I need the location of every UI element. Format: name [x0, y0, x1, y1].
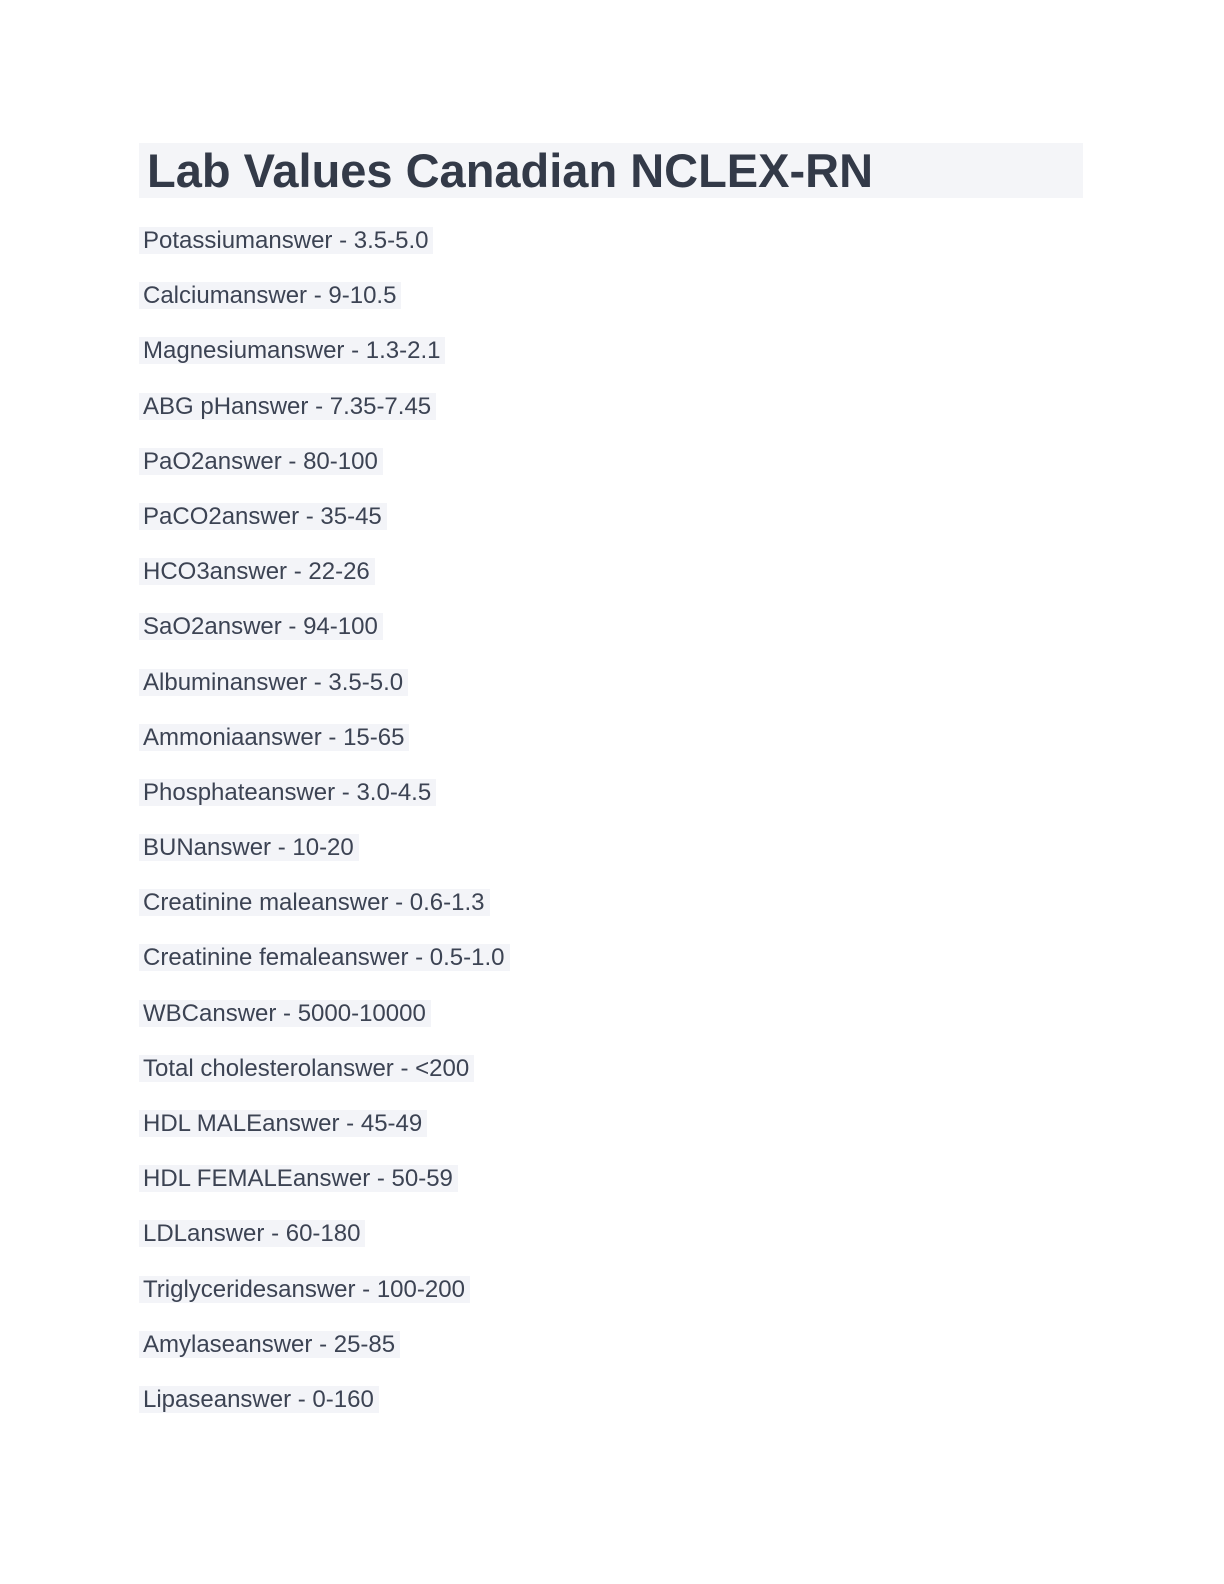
lab-line: Lipaseanswer - 0-160	[139, 1383, 1083, 1417]
lab-line-text: HDL FEMALEanswer - 50-59	[139, 1165, 458, 1193]
lab-line-text: Lipaseanswer - 0-160	[139, 1385, 379, 1413]
lab-line-text: HCO3answer - 22-26	[139, 558, 375, 586]
lab-values-list: Potassiumanswer - 3.5-5.0 Calciumanswer -…	[139, 224, 1083, 1417]
lab-line: Potassiumanswer - 3.5-5.0	[139, 224, 1083, 258]
lab-line-text: Magnesiumanswer - 1.3-2.1	[139, 337, 446, 365]
lab-line: Ammoniaanswer - 15-65	[139, 721, 1083, 755]
lab-line: LDLanswer - 60-180	[139, 1217, 1083, 1251]
lab-line: BUNanswer - 10-20	[139, 831, 1083, 865]
lab-line: Calciumanswer - 9-10.5	[139, 279, 1083, 313]
lab-line-text: PaCO2answer - 35-45	[139, 502, 387, 530]
lab-line-text: Creatinine maleanswer - 0.6-1.3	[139, 889, 490, 917]
lab-line: WBCanswer - 5000-10000	[139, 997, 1083, 1031]
lab-line: PaCO2answer - 35-45	[139, 500, 1083, 534]
lab-line-text: SaO2answer - 94-100	[139, 613, 383, 641]
lab-line-text: HDL MALEanswer - 45-49	[139, 1110, 428, 1137]
lab-line: Creatinine maleanswer - 0.6-1.3	[139, 886, 1083, 920]
lab-line: PaO2answer - 80-100	[139, 445, 1083, 479]
document-content: Lab Values Canadian NCLEX-RN Potassiuman…	[139, 143, 1083, 1417]
lab-line-text: WBCanswer - 5000-10000	[139, 999, 431, 1027]
lab-line-text: LDLanswer - 60-180	[139, 1220, 366, 1248]
lab-line-text: Amylaseanswer - 25-85	[139, 1330, 401, 1358]
lab-line-text: Total cholesterolanswer - <200	[139, 1054, 475, 1082]
lab-line-text: Calciumanswer - 9-10.5	[139, 282, 402, 310]
lab-line: ABG pHanswer - 7.35-7.45	[139, 390, 1083, 424]
lab-line-text: ABG pHanswer - 7.35-7.45	[139, 392, 437, 420]
lab-line-text: Ammoniaanswer - 15-65	[139, 723, 410, 751]
lab-line-text: PaO2answer - 80-100	[139, 447, 383, 475]
lab-line-text: Triglyceridesanswer - 100-200	[139, 1275, 470, 1303]
lab-line: Triglyceridesanswer - 100-200	[139, 1273, 1083, 1307]
lab-line: Albuminanswer - 3.5-5.0	[139, 666, 1083, 700]
lab-line-text: BUNanswer - 10-20	[139, 834, 359, 862]
lab-line: HDL MALEanswer - 45-49	[139, 1107, 1083, 1141]
lab-line: Phosphateanswer - 3.0-4.5	[139, 776, 1083, 810]
lab-line: HCO3answer - 22-26	[139, 555, 1083, 589]
lab-line: Creatinine femaleanswer - 0.5-1.0	[139, 941, 1083, 975]
lab-line-text: Creatinine femaleanswer - 0.5-1.0	[139, 944, 510, 972]
lab-line-text: Albuminanswer - 3.5-5.0	[139, 668, 409, 696]
lab-line: SaO2answer - 94-100	[139, 610, 1083, 644]
lab-line-text: Potassiumanswer - 3.5-5.0	[139, 227, 434, 254]
page-title: Lab Values Canadian NCLEX-RN	[139, 143, 1083, 198]
lab-line: HDL FEMALEanswer - 50-59	[139, 1162, 1083, 1196]
lab-line-text: Phosphateanswer - 3.0-4.5	[139, 778, 437, 806]
lab-line: Total cholesterolanswer - <200	[139, 1052, 1083, 1086]
lab-line: Amylaseanswer - 25-85	[139, 1328, 1083, 1362]
lab-line: Magnesiumanswer - 1.3-2.1	[139, 334, 1083, 368]
